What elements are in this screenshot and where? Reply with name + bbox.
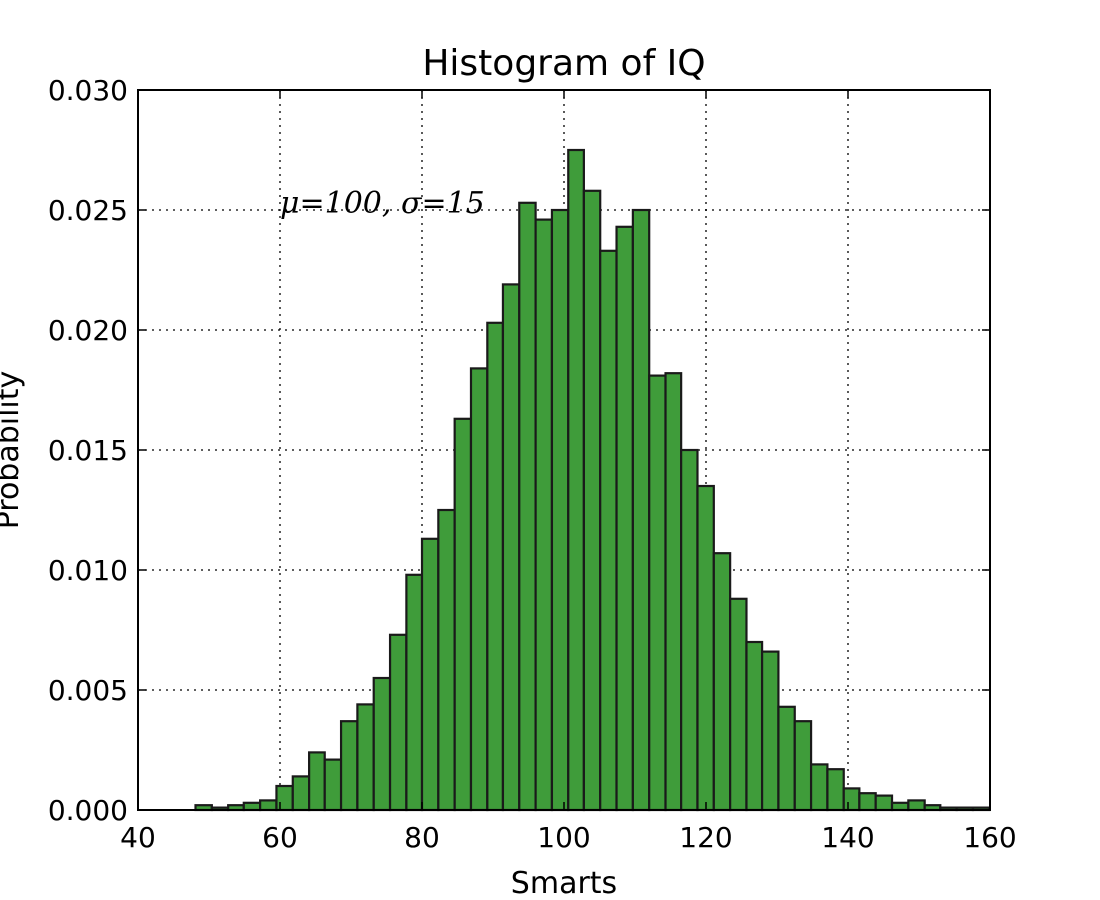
histogram-bar	[907, 799, 926, 812]
histogram-bar	[793, 720, 813, 812]
histogram-bar	[874, 794, 894, 812]
x-tick-label: 60	[262, 821, 298, 854]
x-tick-label: 100	[537, 821, 590, 854]
histogram-bar	[664, 372, 683, 812]
histogram-bar	[291, 775, 311, 812]
histogram-bar	[567, 148, 585, 812]
histogram-bar	[518, 201, 537, 812]
y-tick-label: 0.000	[48, 794, 128, 827]
histogram-bar	[631, 208, 651, 812]
histogram-bar	[712, 552, 732, 812]
y-tick-label: 0.010	[48, 554, 128, 587]
x-tick-label: 120	[679, 821, 732, 854]
x-tick-label: 160	[963, 821, 1016, 854]
y-tick-label: 0.020	[48, 314, 128, 347]
histogram-bar	[582, 189, 602, 812]
histogram-bar	[259, 799, 278, 812]
histogram-bar	[242, 801, 262, 812]
histogram-bar	[501, 283, 521, 812]
histogram-bar	[745, 640, 764, 812]
x-tick-label: 140	[821, 821, 874, 854]
axis-ticks	[137, 89, 991, 811]
histogram-bar	[615, 225, 634, 812]
histogram-bar	[453, 417, 473, 812]
y-tick-label: 0.005	[48, 674, 128, 707]
histogram-bar	[648, 374, 667, 812]
histogram-bar	[550, 208, 570, 812]
distribution-annotation: μ=100, σ=15	[280, 186, 485, 221]
y-axis-label: Probability	[0, 371, 26, 530]
tick-labels: 40 60 80 100 120 140 160 0.000 0.005 0.010 0.015 0.…	[48, 74, 1017, 854]
histogram-bar	[486, 321, 505, 812]
x-tick-label: 80	[404, 821, 440, 854]
histogram-bar	[809, 763, 829, 812]
histogram-bar	[842, 787, 861, 812]
histogram-bar	[599, 249, 618, 812]
histogram-bar	[469, 367, 489, 812]
histogram-bar	[890, 801, 910, 812]
histogram-bar	[356, 703, 375, 812]
histogram-bar	[323, 758, 343, 812]
histogram-bar	[760, 650, 780, 812]
y-tick-label: 0.015	[48, 434, 128, 467]
histogram-bar	[437, 508, 456, 812]
histogram-bars	[194, 148, 991, 812]
histogram-bar	[696, 484, 715, 812]
histogram-bar	[680, 448, 699, 812]
chart-title: Histogram of IQ	[422, 43, 705, 84]
histogram-bar	[308, 751, 326, 812]
histogram-bar	[826, 768, 845, 812]
histogram-bar	[534, 218, 554, 812]
x-axis-label: Smarts	[511, 866, 617, 900]
histogram-bar	[420, 537, 440, 812]
histogram-bar	[388, 633, 408, 812]
histogram-bar	[858, 792, 877, 812]
y-tick-label: 0.030	[48, 74, 128, 107]
histogram-bar	[405, 573, 424, 812]
x-tick-label: 40	[120, 821, 156, 854]
histogram-bar	[275, 784, 294, 812]
histogram-bar	[729, 597, 748, 812]
histogram-bar	[777, 705, 796, 812]
histogram-bar	[339, 720, 359, 812]
histogram-bar	[372, 676, 392, 812]
y-tick-label: 0.025	[48, 194, 128, 227]
